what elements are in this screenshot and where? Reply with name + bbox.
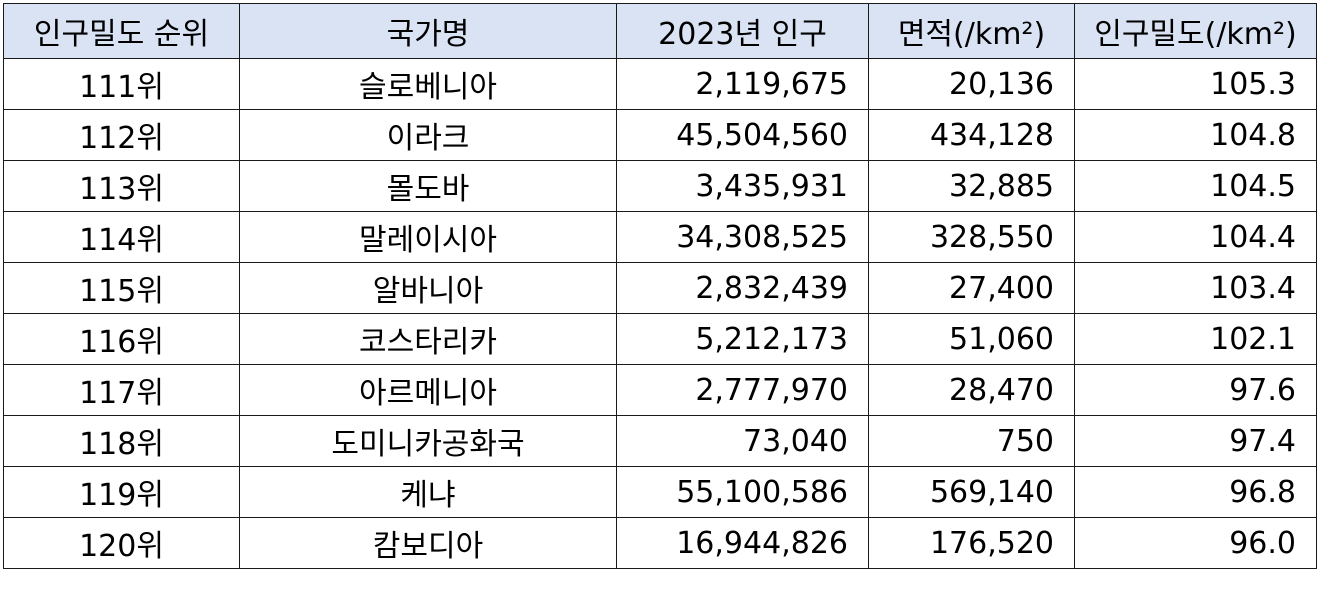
- density-cell: 104.4: [1074, 211, 1317, 263]
- density-cell: 102.1: [1074, 313, 1317, 365]
- country-cell: 이라크: [239, 109, 617, 161]
- rank-cell: 117위: [3, 364, 240, 416]
- table-body: 111위 슬로베니아 2,119,675 20,136 105.3 112위 이…: [3, 58, 1317, 569]
- population-cell: 2,119,675: [616, 58, 869, 110]
- country-cell: 아르메니아: [239, 364, 617, 416]
- header-rank: 인구밀도 순위: [3, 3, 240, 59]
- population-cell: 73,040: [616, 415, 869, 467]
- area-cell: 20,136: [868, 58, 1075, 110]
- density-cell: 104.8: [1074, 109, 1317, 161]
- area-cell: 32,885: [868, 160, 1075, 212]
- country-cell: 슬로베니아: [239, 58, 617, 110]
- country-cell: 말레이시아: [239, 211, 617, 263]
- rank-cell: 111위: [3, 58, 240, 110]
- header-row: 인구밀도 순위 국가명 2023년 인구 면적(/km²) 인구밀도(/km²): [3, 3, 1317, 59]
- country-cell: 도미니카공화국: [239, 415, 617, 467]
- area-cell: 176,520: [868, 517, 1075, 569]
- table-row: 117위 아르메니아 2,777,970 28,470 97.6: [3, 364, 1317, 416]
- area-cell: 28,470: [868, 364, 1075, 416]
- table-row: 116위 코스타리카 5,212,173 51,060 102.1: [3, 313, 1317, 365]
- population-cell: 16,944,826: [616, 517, 869, 569]
- rank-cell: 112위: [3, 109, 240, 161]
- header-population: 2023년 인구: [616, 3, 869, 59]
- rank-cell: 113위: [3, 160, 240, 212]
- population-density-table: 인구밀도 순위 국가명 2023년 인구 면적(/km²) 인구밀도(/km²)…: [3, 3, 1317, 569]
- header-country: 국가명: [239, 3, 617, 59]
- header-density: 인구밀도(/km²): [1074, 3, 1317, 59]
- rank-cell: 116위: [3, 313, 240, 365]
- density-cell: 97.4: [1074, 415, 1317, 467]
- table-header: 인구밀도 순위 국가명 2023년 인구 면적(/km²) 인구밀도(/km²): [3, 3, 1317, 59]
- header-area: 면적(/km²): [868, 3, 1075, 59]
- table-row: 111위 슬로베니아 2,119,675 20,136 105.3: [3, 58, 1317, 110]
- density-cell: 103.4: [1074, 262, 1317, 314]
- table-row: 119위 케냐 55,100,586 569,140 96.8: [3, 466, 1317, 518]
- area-cell: 434,128: [868, 109, 1075, 161]
- country-cell: 캄보디아: [239, 517, 617, 569]
- density-cell: 105.3: [1074, 58, 1317, 110]
- table-row: 118위 도미니카공화국 73,040 750 97.4: [3, 415, 1317, 467]
- population-cell: 2,777,970: [616, 364, 869, 416]
- density-cell: 96.0: [1074, 517, 1317, 569]
- area-cell: 51,060: [868, 313, 1075, 365]
- population-cell: 5,212,173: [616, 313, 869, 365]
- area-cell: 569,140: [868, 466, 1075, 518]
- table-row: 115위 알바니아 2,832,439 27,400 103.4: [3, 262, 1317, 314]
- table-row: 112위 이라크 45,504,560 434,128 104.8: [3, 109, 1317, 161]
- country-cell: 알바니아: [239, 262, 617, 314]
- density-cell: 96.8: [1074, 466, 1317, 518]
- population-cell: 2,832,439: [616, 262, 869, 314]
- country-cell: 케냐: [239, 466, 617, 518]
- rank-cell: 120위: [3, 517, 240, 569]
- density-cell: 97.6: [1074, 364, 1317, 416]
- density-cell: 104.5: [1074, 160, 1317, 212]
- area-cell: 27,400: [868, 262, 1075, 314]
- table-row: 120위 캄보디아 16,944,826 176,520 96.0: [3, 517, 1317, 569]
- area-cell: 750: [868, 415, 1075, 467]
- population-cell: 45,504,560: [616, 109, 869, 161]
- table-row: 114위 말레이시아 34,308,525 328,550 104.4: [3, 211, 1317, 263]
- country-cell: 몰도바: [239, 160, 617, 212]
- rank-cell: 114위: [3, 211, 240, 263]
- population-cell: 3,435,931: [616, 160, 869, 212]
- rank-cell: 118위: [3, 415, 240, 467]
- population-cell: 34,308,525: [616, 211, 869, 263]
- population-cell: 55,100,586: [616, 466, 869, 518]
- country-cell: 코스타리카: [239, 313, 617, 365]
- area-cell: 328,550: [868, 211, 1075, 263]
- table-row: 113위 몰도바 3,435,931 32,885 104.5: [3, 160, 1317, 212]
- rank-cell: 119위: [3, 466, 240, 518]
- rank-cell: 115위: [3, 262, 240, 314]
